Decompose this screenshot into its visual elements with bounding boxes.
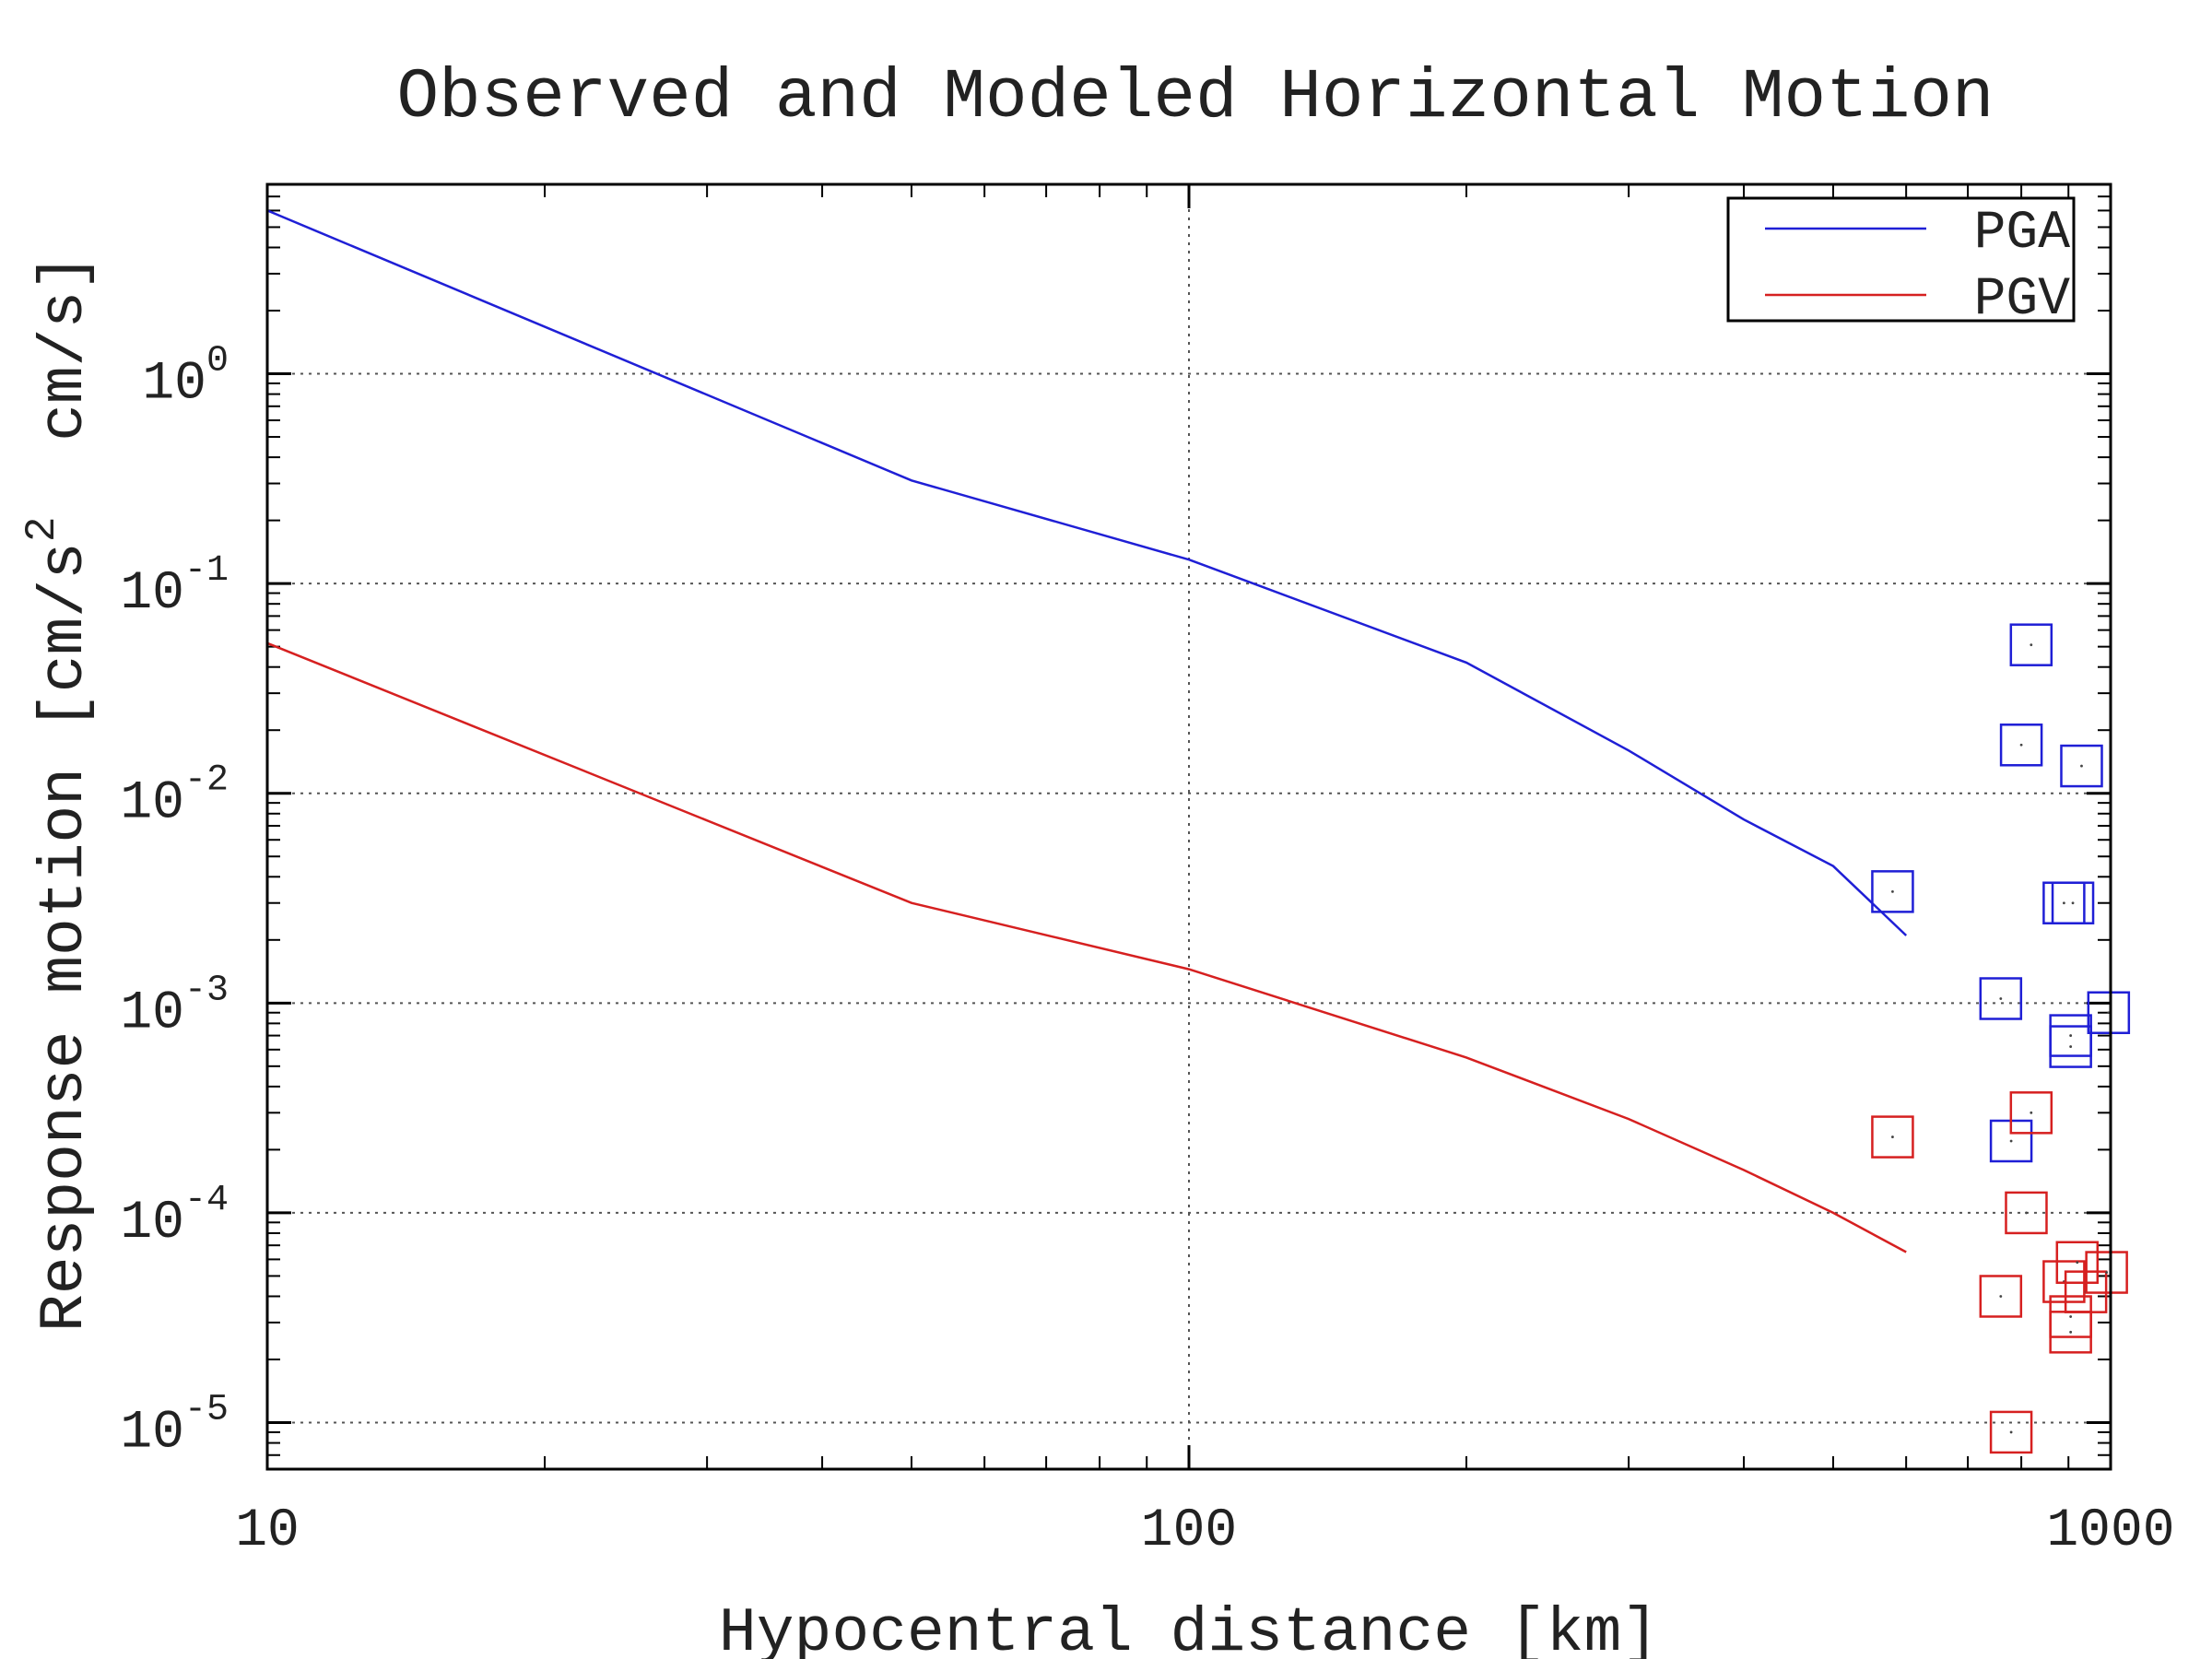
observed-point-center-pgv (2069, 1315, 2073, 1318)
y-axis-label-main: Response motion [cm/s (29, 542, 100, 1332)
y-tick-label: 10-3 (120, 970, 229, 1043)
y-axis-label-superscript: 2 (18, 517, 66, 543)
observed-point-center-pga (2062, 901, 2065, 905)
observed-point-center-pga (2019, 743, 2023, 747)
observed-point-pga (2060, 744, 2103, 788)
y-tick-label-exponent: -4 (184, 1180, 229, 1221)
observed-point-pga (1979, 977, 2023, 1020)
y-tick-label-exponent: -5 (184, 1390, 229, 1431)
y-tick-label-base: 10 (120, 983, 184, 1043)
observed-point-center-pgv (1999, 1295, 2003, 1298)
y-tick-label-exponent: -1 (184, 550, 229, 592)
legend-box (1726, 196, 2076, 323)
y-tick-label-exponent: -2 (184, 760, 229, 802)
observed-point-pgv (1989, 1410, 2033, 1454)
observed-point-pga (1871, 870, 1914, 913)
observed-point-pgv (2009, 1091, 2053, 1135)
observed-point-center-pga (2069, 1034, 2073, 1037)
observed-point-center-pga (2069, 1045, 2073, 1048)
y-axis-label: Response motion [cm/s2 cm/s] (18, 253, 100, 1332)
chart-title: Observed and Modeled Horizontal Motion (396, 58, 1994, 137)
observed-point-pgv (1871, 1115, 1914, 1159)
observed-point-pgv (2005, 1191, 2048, 1235)
observed-point-center-pga (2009, 1139, 2013, 1143)
y-tick-label-base: 10 (142, 355, 206, 415)
observed-point-pgv (2055, 1241, 2100, 1285)
y-tick-label-exponent: -3 (184, 970, 229, 1011)
observed-point-pga (2049, 1025, 2092, 1068)
x-tick-label: 1000 (2046, 1501, 2174, 1561)
observed-point-pga (2051, 881, 2095, 924)
observed-point-pgv (2085, 1251, 2128, 1294)
plot-frame (265, 182, 2112, 1471)
observed-point-pga (1999, 724, 2043, 767)
legend-label-pgv: PGV (1974, 270, 2071, 330)
x-tick-label: 100 (1141, 1501, 1237, 1561)
series-line-pga (266, 209, 1908, 936)
series-line-pgv (266, 641, 1907, 1253)
plot-series (266, 209, 2131, 1454)
observed-point-center-pgv (2076, 1261, 2079, 1265)
observed-point-center-pgv (2025, 1211, 2028, 1215)
x-tick-label: 10 (235, 1501, 300, 1561)
y-tick-label-base: 10 (120, 1194, 184, 1253)
y-tick-label-base: 10 (120, 1404, 184, 1464)
observed-point-pgv (2049, 1311, 2092, 1354)
y-tick-label-exponent: 0 (206, 341, 229, 382)
y-tick-label: 10-4 (120, 1180, 229, 1253)
observed-point-center-pgv (2009, 1430, 2013, 1434)
y-tick-label: 10-5 (120, 1390, 229, 1464)
observed-point-center-pgv (2069, 1330, 2073, 1334)
observed-point-pga (2087, 991, 2131, 1034)
y-tick-label: 10-2 (120, 760, 229, 834)
grid (267, 184, 2111, 1469)
y-axis-label-unit: cm/s] (29, 253, 100, 517)
observed-point-pgv (1979, 1275, 2023, 1318)
x-axis-label: Hypocentral distance [km] (719, 1598, 1659, 1659)
observed-point-center-pga (2030, 643, 2033, 647)
observed-point-center-pga (1999, 997, 2003, 1000)
y-tick-label-base: 10 (120, 774, 184, 834)
observed-point-center-pga (2080, 764, 2083, 768)
observed-point-pga (2009, 623, 2053, 666)
observed-point-center-pgv (2105, 1271, 2109, 1274)
y-tick-label: 100 (142, 341, 229, 415)
observed-point-center-pgv (2030, 1111, 2033, 1114)
y-tick-label-base: 10 (120, 564, 184, 624)
y-tick-label: 10-1 (120, 550, 229, 624)
legend-label-pga: PGA (1974, 204, 2071, 264)
observed-point-center-pga (1891, 889, 1894, 893)
observed-point-center-pgv (1891, 1135, 1894, 1138)
observed-point-center-pga (2071, 901, 2075, 905)
